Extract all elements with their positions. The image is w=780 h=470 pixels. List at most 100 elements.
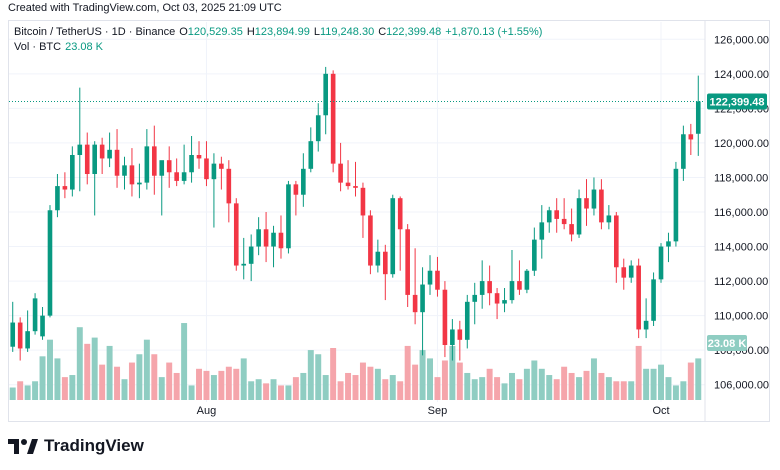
volume-bar bbox=[583, 370, 590, 400]
candle-body bbox=[174, 172, 179, 181]
candle-body bbox=[427, 270, 433, 285]
volume-bar bbox=[449, 345, 456, 400]
volume-bar bbox=[39, 356, 46, 400]
volume-bar bbox=[523, 368, 530, 400]
candle-body bbox=[420, 284, 425, 313]
volume-bar bbox=[680, 381, 687, 400]
last-price-label: 122,399.48 bbox=[709, 96, 764, 108]
candle-body bbox=[569, 224, 574, 235]
candle-body bbox=[263, 229, 269, 247]
volume-bar bbox=[501, 383, 508, 400]
volume-value: 23.08 K bbox=[65, 41, 103, 53]
candle-body bbox=[189, 155, 194, 173]
change-value: +1,870.13 (+1.55%) bbox=[445, 26, 543, 38]
candle-body bbox=[92, 144, 98, 174]
low-label: L bbox=[313, 26, 320, 38]
candle-body bbox=[681, 134, 686, 169]
volume-bar bbox=[225, 366, 232, 400]
volume-bar bbox=[263, 383, 270, 400]
candle-body bbox=[457, 329, 463, 340]
volume-bar bbox=[218, 370, 225, 400]
candle-body bbox=[628, 265, 634, 278]
volume-bar bbox=[531, 360, 538, 400]
candle-body bbox=[219, 163, 224, 169]
footer: TradingView bbox=[8, 436, 144, 456]
candle-body bbox=[360, 187, 366, 216]
volume-bar bbox=[106, 345, 113, 400]
candle-body bbox=[450, 329, 455, 345]
volume-bar bbox=[181, 323, 188, 400]
volume-bar bbox=[412, 364, 419, 400]
close-label: C bbox=[378, 26, 387, 38]
volume-bar bbox=[352, 375, 359, 400]
candle-body bbox=[99, 144, 105, 159]
volume-bar bbox=[285, 385, 292, 400]
candle-body bbox=[226, 168, 232, 204]
volume-bar bbox=[300, 372, 307, 400]
volume-bar bbox=[151, 354, 158, 400]
volume-bar bbox=[419, 350, 426, 400]
candle-body bbox=[382, 251, 388, 275]
chart-header: Created with TradingView.com, Oct 03, 20… bbox=[8, 2, 282, 14]
candle-body bbox=[233, 203, 239, 266]
volume-bar bbox=[598, 372, 605, 400]
candle-body bbox=[159, 160, 165, 176]
candle-body bbox=[144, 146, 150, 183]
volume-bar bbox=[240, 358, 247, 400]
candle-body bbox=[636, 265, 641, 330]
candle-body bbox=[84, 144, 90, 174]
candle-body bbox=[375, 251, 381, 266]
candle-body bbox=[502, 300, 507, 304]
candle-body bbox=[517, 281, 522, 290]
volume-bar bbox=[337, 381, 344, 400]
volume-bar bbox=[456, 362, 463, 400]
candle-body bbox=[107, 149, 112, 159]
candle-body bbox=[241, 263, 247, 266]
ohlc-row: Bitcoin / TetherUS · 1D · Binance O 120,5… bbox=[14, 25, 542, 40]
y-tick-label: 124,000.00 bbox=[714, 69, 769, 81]
volume-bar bbox=[47, 339, 53, 400]
volume-bar bbox=[173, 372, 180, 400]
volume-bar bbox=[9, 387, 16, 400]
low-value: 119,248.30 bbox=[319, 26, 375, 38]
volume-bar bbox=[486, 368, 493, 400]
volume-bar bbox=[99, 364, 106, 400]
volume-bar bbox=[292, 377, 299, 400]
volume-bar bbox=[322, 375, 329, 400]
volume-bar bbox=[367, 366, 374, 400]
volume-bar bbox=[359, 362, 366, 400]
candle-body bbox=[435, 270, 440, 290]
volume-bar bbox=[494, 377, 501, 400]
candle-body bbox=[256, 229, 261, 247]
candle-body bbox=[688, 134, 694, 140]
volume-bar bbox=[210, 375, 217, 400]
volume-bar bbox=[158, 377, 165, 400]
volume-bar bbox=[672, 385, 679, 400]
volume-bar bbox=[91, 337, 98, 400]
y-tick-label: 106,000.00 bbox=[714, 380, 769, 392]
candle-body bbox=[368, 215, 373, 266]
volume-bar bbox=[650, 368, 657, 400]
volume-bar bbox=[270, 379, 277, 400]
volume-bar bbox=[635, 345, 642, 400]
volume-bar bbox=[114, 366, 121, 400]
volume-bar bbox=[248, 381, 255, 400]
volume-bar bbox=[628, 381, 635, 400]
volume-bar bbox=[233, 368, 240, 400]
volume-bar bbox=[441, 360, 448, 400]
volume-bar bbox=[128, 362, 135, 400]
volume-bar bbox=[479, 377, 486, 400]
brand-name[interactable]: TradingView bbox=[44, 436, 144, 455]
candle-body bbox=[137, 182, 142, 185]
candle-body bbox=[70, 155, 75, 190]
x-tick-label: Oct bbox=[652, 405, 669, 417]
candle-body bbox=[323, 73, 329, 116]
tradingview-logo-icon[interactable] bbox=[8, 437, 38, 455]
volume-bar bbox=[278, 385, 284, 400]
volume-bar bbox=[136, 354, 143, 400]
volume-label: Vol · BTC bbox=[14, 41, 62, 53]
volume-bar bbox=[643, 368, 650, 400]
volume-bar bbox=[345, 372, 352, 400]
volume-bar bbox=[203, 370, 210, 400]
